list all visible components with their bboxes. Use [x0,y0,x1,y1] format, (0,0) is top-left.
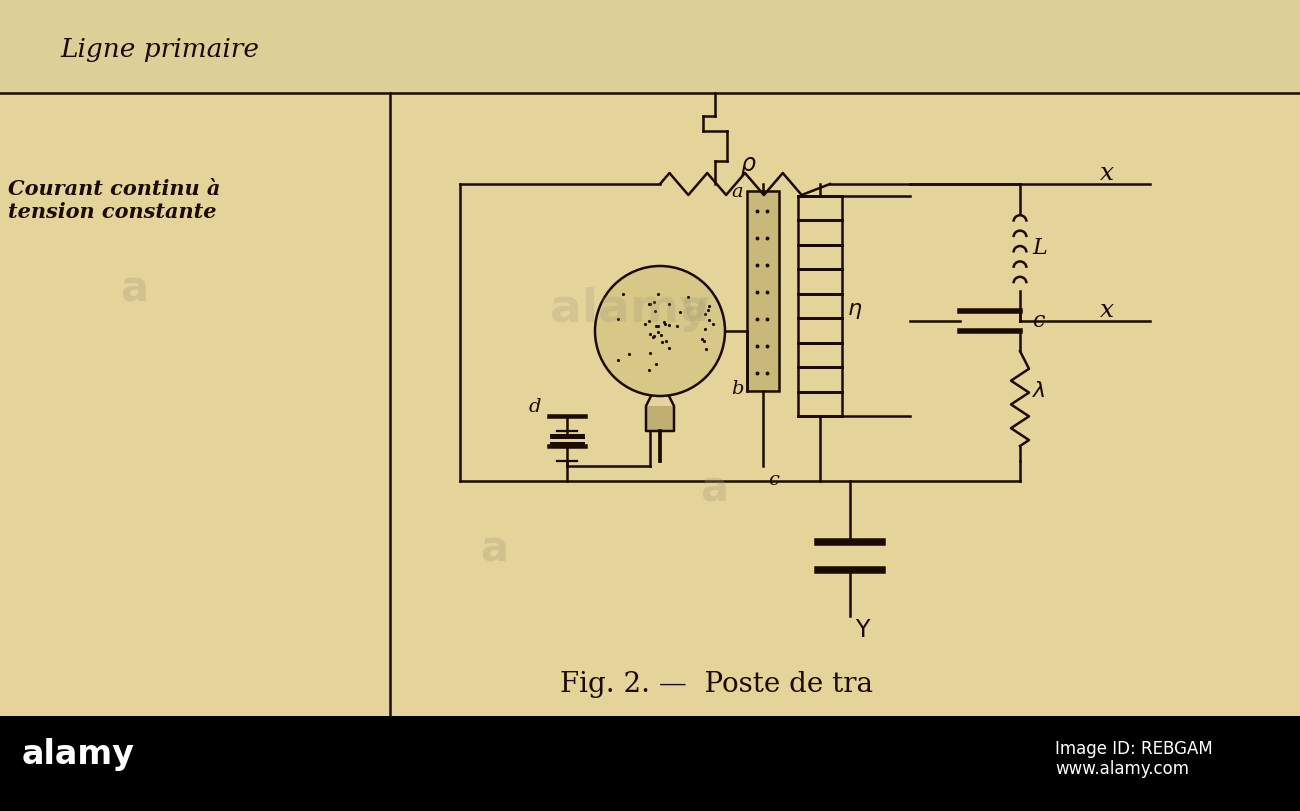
Text: $\Upsilon$: $\Upsilon$ [855,618,871,642]
Text: c: c [768,470,779,488]
Bar [0,716,1300,811]
Text: Fig. 2. —  Poste de tra: Fig. 2. — Poste de tra [560,670,874,697]
Text: b: b [731,380,744,397]
Text: a: a [120,268,148,311]
Text: x: x [1100,298,1114,322]
Text: $\lambda$: $\lambda$ [1032,380,1045,401]
Text: d: d [529,397,542,415]
Text: Image ID: REBGAM: Image ID: REBGAM [1056,739,1213,757]
Text: www.alamy.com: www.alamy.com [1056,759,1190,777]
Text: x: x [1100,162,1114,185]
Bar [0,0,1300,94]
Bar [646,406,673,431]
Text: $\eta$: $\eta$ [848,298,862,320]
Text: a: a [699,469,728,510]
Text: alamy: alamy [550,286,710,332]
Text: tension constante: tension constante [8,202,217,221]
Text: Courant continu à: Courant continu à [8,178,221,199]
Text: a: a [480,528,508,570]
Text: alamy: alamy [22,737,135,770]
Text: L: L [1032,237,1046,259]
Text: a: a [731,182,742,201]
Text: a: a [680,289,708,331]
Bar [0,0,1300,716]
Text: $\rho$: $\rho$ [740,155,757,178]
Text: Ligne primaire: Ligne primaire [60,37,259,62]
Circle shape [595,267,725,397]
Bar [747,191,779,392]
Text: c: c [1032,310,1044,332]
